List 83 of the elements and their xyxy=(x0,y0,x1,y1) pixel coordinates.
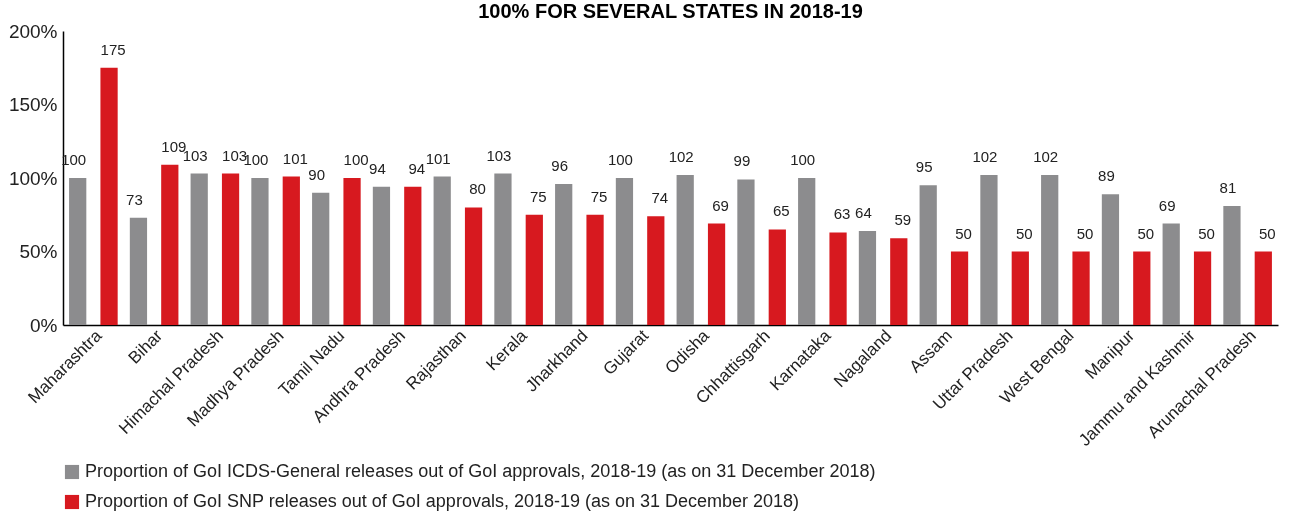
y-tick-label: 150% xyxy=(8,94,58,115)
data-label: 50 xyxy=(955,224,972,242)
data-label: 100 xyxy=(607,151,633,168)
bar xyxy=(1101,194,1120,325)
data-label: 64 xyxy=(855,203,872,221)
data-label: 69 xyxy=(1158,196,1176,214)
data-label: 101 xyxy=(282,149,308,167)
bar xyxy=(1193,251,1212,325)
y-tick-label: 100% xyxy=(8,167,58,189)
bar xyxy=(312,192,330,325)
bar xyxy=(1072,251,1090,325)
legend-label: Proportion of GoI ICDS-General releases out of GoI approvals, 2018-19 (as on 31 December 2018) xyxy=(85,461,876,481)
bar xyxy=(464,207,483,325)
data-label: 81 xyxy=(1219,178,1237,196)
data-label: 96 xyxy=(551,156,569,174)
data-label: 59 xyxy=(894,211,912,229)
data-label: 103 xyxy=(486,146,512,164)
data-label: 65 xyxy=(772,202,790,220)
data-label: 80 xyxy=(469,180,486,198)
bar xyxy=(798,178,816,325)
data-label: 50 xyxy=(1076,224,1094,242)
data-label: 63 xyxy=(833,205,851,223)
bar xyxy=(676,175,694,325)
bar xyxy=(404,186,422,325)
bar xyxy=(768,229,786,325)
bar xyxy=(161,164,179,325)
bar xyxy=(737,179,755,325)
bar xyxy=(858,230,877,325)
bar xyxy=(980,175,998,325)
bar xyxy=(69,178,87,325)
chart-title: 100% FOR SEVERAL STATES IN 2018-19 xyxy=(478,0,863,22)
bar xyxy=(525,214,543,325)
bar xyxy=(251,178,269,325)
data-label: 100 xyxy=(790,151,816,168)
bar xyxy=(343,178,361,325)
data-label: 69 xyxy=(712,196,729,214)
bar xyxy=(647,216,665,325)
bar xyxy=(129,217,148,325)
bar xyxy=(433,176,451,325)
data-label: 50 xyxy=(1258,224,1276,242)
bar xyxy=(890,238,908,325)
bar xyxy=(100,67,118,325)
data-label: 99 xyxy=(733,152,751,170)
data-label: 50 xyxy=(1015,224,1033,242)
data-label: 175 xyxy=(100,40,126,58)
bar xyxy=(829,232,847,325)
data-label: 94 xyxy=(408,159,426,177)
bar xyxy=(1041,175,1059,325)
data-label: 50 xyxy=(1198,224,1215,242)
data-label: 75 xyxy=(529,187,547,205)
data-label: 102 xyxy=(972,148,998,166)
bar xyxy=(555,183,573,325)
bar xyxy=(1162,223,1180,325)
y-tick-label: 50% xyxy=(19,241,58,262)
bar xyxy=(707,223,726,325)
data-label: 100 xyxy=(343,151,369,168)
data-label: 89 xyxy=(1098,167,1115,185)
y-tick-label: 0% xyxy=(30,314,58,336)
data-label: 102 xyxy=(1033,148,1059,166)
bar xyxy=(282,176,300,325)
data-label: 75 xyxy=(590,187,608,205)
bar xyxy=(221,173,240,325)
data-label: 90 xyxy=(308,165,326,183)
bar xyxy=(950,251,969,325)
bar xyxy=(586,214,604,325)
data-label: 73 xyxy=(126,190,143,208)
y-tick-label: 200% xyxy=(8,20,58,42)
bar xyxy=(494,173,512,325)
data-label: 101 xyxy=(425,149,451,167)
data-label: 94 xyxy=(369,159,386,177)
bar xyxy=(1133,251,1151,325)
bar xyxy=(372,186,391,325)
data-label: 102 xyxy=(668,148,694,166)
bar xyxy=(1223,205,1241,325)
data-label: 74 xyxy=(651,189,669,207)
bar xyxy=(919,185,937,325)
bar xyxy=(1011,251,1029,325)
legend-label: Proportion of GoI SNP releases out of GoI approvals, 2018-19 (as on 31 December 2018) xyxy=(85,491,800,511)
bar xyxy=(1254,251,1272,325)
data-label: 50 xyxy=(1137,224,1155,242)
bar xyxy=(615,178,634,325)
bar xyxy=(190,173,208,325)
data-label: 95 xyxy=(915,158,933,176)
